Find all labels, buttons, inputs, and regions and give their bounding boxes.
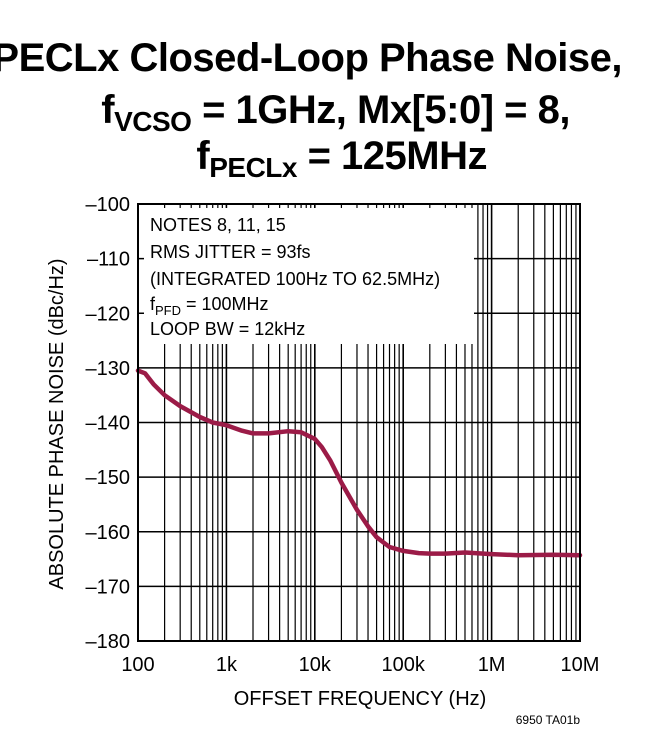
title-line-2-prefix: f [101, 88, 115, 132]
title-line-2-subscript: VCSO [114, 106, 192, 137]
notes-line-4: fPFD = 100MHz [150, 294, 269, 318]
y-tick-label: –170 [86, 576, 131, 598]
y-tick-label: –100 [86, 194, 131, 216]
x-tick-label: 100 [121, 654, 154, 676]
phase-noise-series-line [135, 368, 583, 558]
x-tick-label: 1M [478, 654, 506, 676]
y-tick-label: –110 [87, 249, 130, 271]
notes-line-1: NOTES 8, 11, 15 [150, 215, 286, 235]
figure-id: 6950 TA01b [516, 713, 581, 727]
notes-line-4-prefix: f [150, 294, 156, 314]
x-tick-label: 100k [382, 654, 426, 676]
title-line-3-rest: = 125MHz [296, 134, 488, 178]
y-tick-label: –180 [86, 631, 131, 653]
title-line-3-subscript: PECLx [209, 152, 297, 183]
y-tick-label: –120 [86, 303, 131, 325]
plot-border [137, 203, 581, 642]
x-tick-label: 1k [216, 654, 238, 676]
y-tick-label: –140 [86, 413, 131, 435]
notes-line-4-rest: = 100MHz [181, 294, 269, 314]
notes-line-2: RMS JITTER = 93fs [150, 242, 311, 262]
title-line-3-prefix: f [196, 134, 210, 178]
notes-line-4-subscript: PFD [155, 303, 181, 318]
title-line-2: fVCSO = 1GHz, Mx[5:0] = 8, [101, 88, 570, 138]
curve-layer [135, 368, 583, 558]
plot-frame [137, 203, 581, 642]
y-tick-label: –150 [86, 467, 131, 489]
x-axis-label: OFFSET FREQUENCY (Hz) [234, 688, 487, 710]
notes-line-3: (INTEGRATED 100Hz TO 62.5MHz) [150, 269, 440, 289]
title-line-1: PECLx Closed-Loop Phase Noise, [0, 36, 622, 80]
x-tick-label: 10M [561, 654, 600, 676]
notes-box [144, 208, 474, 344]
title-line-3: fPECLx = 125MHz [196, 134, 487, 184]
y-tick-label: –160 [86, 522, 131, 544]
y-axis-label: ABSOLUTE PHASE NOISE (dBc/Hz) [46, 258, 68, 589]
y-tick-label: –130 [86, 358, 131, 380]
notes-line-5: LOOP BW = 12kHz [150, 319, 305, 339]
title-line-2-rest: = 1GHz, Mx[5:0] = 8, [191, 88, 570, 132]
x-tick-label: 10k [299, 654, 332, 676]
